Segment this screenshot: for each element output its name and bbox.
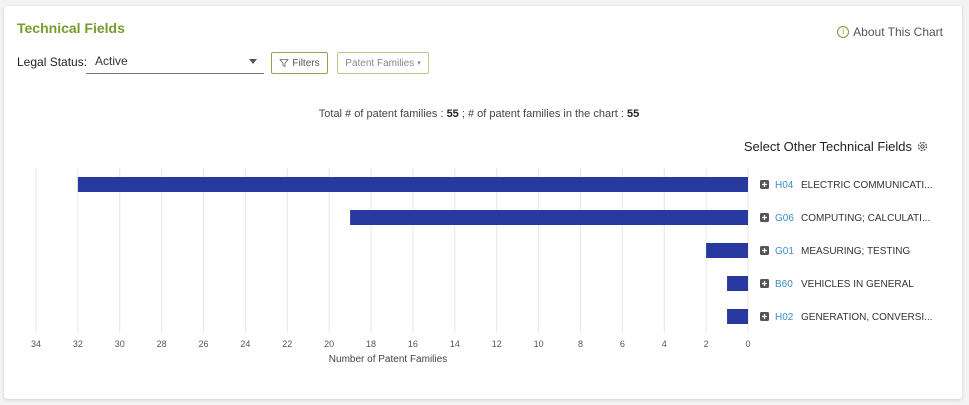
category-labels: H04 ELECTRIC COMMUNICATI... G06 COMPUTING; … [760, 180, 933, 323]
chevron-down-icon [249, 59, 257, 64]
x-tick-label: 16 [408, 339, 418, 349]
bars [77, 177, 749, 324]
x-tick-label: 34 [31, 339, 41, 349]
x-tick-label: 22 [282, 339, 292, 349]
category-name: ELECTRIC COMMUNICATI... [801, 180, 932, 191]
chart-count-value: 55 [626, 108, 640, 120]
filter-icon [279, 59, 290, 68]
info-icon: i [837, 26, 850, 38]
patent-families-label: Patent Families [345, 57, 415, 69]
x-tick-label: 14 [450, 339, 460, 349]
legal-status-label: Legal Status: [17, 55, 88, 69]
x-tick-label: 30 [115, 339, 125, 349]
category-code[interactable]: H02 [775, 312, 794, 323]
category-code[interactable]: G01 [775, 246, 794, 257]
x-tick-label: 0 [745, 339, 750, 349]
about-chart-label: About This Chart [853, 25, 943, 39]
legal-status-select[interactable]: Active [86, 51, 264, 74]
bar-b60[interactable] [727, 276, 748, 291]
select-other-fields-button[interactable]: Select Other Technical Fields [744, 139, 929, 154]
chart-count-label: # of patent families in the chart : [467, 108, 627, 120]
category-code[interactable]: B60 [775, 279, 793, 290]
category-name: MEASURING; TESTING [801, 246, 910, 257]
summary-text: Total # of patent families : 55 ; # of p… [0, 108, 958, 120]
page-title: Technical Fields [17, 20, 125, 36]
category-name: VEHICLES IN GENERAL [801, 279, 914, 290]
x-tick-label: 28 [157, 339, 167, 349]
caret-down-icon: ▾ [417, 60, 421, 67]
category-name: GENERATION, CONVERSI... [801, 312, 933, 323]
x-tick-label: 4 [662, 339, 667, 349]
bar-g06[interactable] [350, 210, 748, 225]
grid-lines [35, 168, 749, 333]
category-code[interactable]: H04 [775, 180, 794, 191]
expand-icon[interactable] [760, 279, 769, 288]
expand-icon[interactable] [760, 312, 769, 321]
x-tick-label: 2 [704, 339, 709, 349]
x-tick-label: 20 [324, 339, 334, 349]
bar-h02[interactable] [727, 309, 748, 324]
bar-h04[interactable] [77, 177, 749, 192]
x-tick-labels: 34 32 30 28 26 24 22 20 18 16 14 12 10 8 6 4 2 0 [31, 339, 751, 349]
x-tick-label: 24 [240, 339, 250, 349]
chart-card [4, 6, 962, 399]
x-tick-label: 18 [366, 339, 376, 349]
summary-separator: ; [458, 108, 468, 120]
x-tick-label: 12 [492, 339, 502, 349]
bar-g01[interactable] [706, 243, 748, 258]
x-tick-label: 8 [578, 339, 583, 349]
about-chart-link[interactable]: i About This Chart [837, 25, 943, 39]
filters-button[interactable]: Filters [271, 52, 328, 74]
x-tick-label: 32 [73, 339, 83, 349]
total-label: Total # of patent families : [318, 108, 447, 120]
legal-status-value: Active [95, 54, 128, 68]
expand-icon[interactable] [760, 246, 769, 255]
category-name: COMPUTING; CALCULATI... [801, 213, 930, 224]
gear-icon [917, 141, 928, 152]
x-tick-label: 6 [620, 339, 625, 349]
x-tick-label: 26 [199, 339, 209, 349]
total-value: 55 [446, 108, 459, 120]
x-tick-label: 10 [534, 339, 544, 349]
filters-label: Filters [292, 57, 320, 69]
expand-icon[interactable] [760, 213, 769, 222]
select-other-label: Select Other Technical Fields [743, 139, 912, 154]
patent-families-button[interactable]: Patent Families ▾ [337, 52, 429, 74]
category-code[interactable]: G06 [775, 213, 794, 224]
expand-icon[interactable] [760, 180, 769, 189]
x-axis-label: Number of Patent Families [329, 354, 447, 365]
